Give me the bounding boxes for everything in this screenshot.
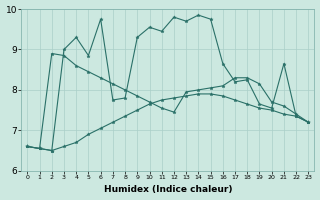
X-axis label: Humidex (Indice chaleur): Humidex (Indice chaleur) <box>104 185 232 194</box>
